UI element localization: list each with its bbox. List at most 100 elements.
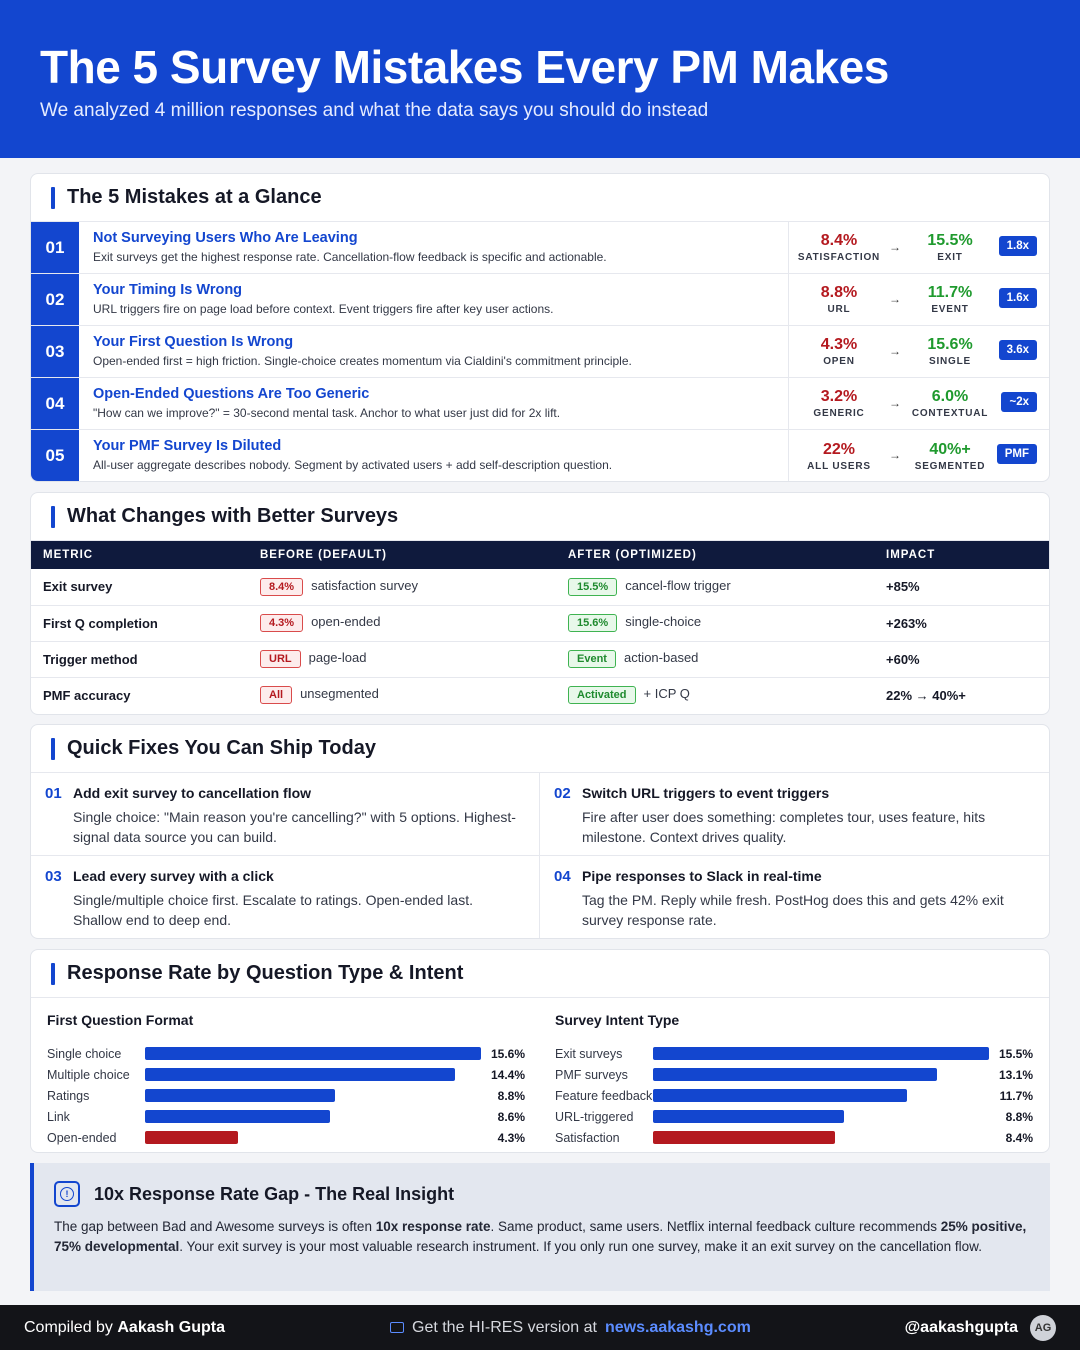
insight-bold-1: 10x response rate xyxy=(375,1219,491,1234)
before-value: 22% xyxy=(822,440,856,458)
arrow-right-icon: → xyxy=(889,448,901,462)
insight-text-2: . Same product, same users. Netflix inte… xyxy=(490,1219,941,1234)
bar-row: Feature feedback 11.7% xyxy=(555,1085,1033,1106)
bar-value: 8.4% xyxy=(1005,1130,1033,1145)
bar-row: Open-ended 4.3% xyxy=(47,1127,525,1148)
bar-value: 4.3% xyxy=(497,1130,525,1145)
bar-value: 13.1% xyxy=(998,1067,1033,1082)
response-card-header: Response Rate by Question Type & Intent xyxy=(31,950,1049,998)
mistake-stats: 8.8% URL → 11.7% EVENT 1.6x xyxy=(789,274,1049,325)
bar-row: Satisfaction 8.4% xyxy=(555,1127,1033,1148)
info-icon: ! xyxy=(54,1181,80,1207)
before-value: 8.4% xyxy=(820,232,858,249)
table-row: Exit survey 8.4% satisfaction survey 15.5% c… xyxy=(31,569,1049,606)
fix-content: Add exit survey to cancellation flow Sing… xyxy=(73,785,525,845)
insight-text-3: . Your exit survey is your most valuable… xyxy=(179,1239,982,1254)
multiplier-badge: 1.6x xyxy=(998,288,1037,308)
fix-number: 03 xyxy=(45,868,62,885)
mistake-number: 03 xyxy=(31,326,79,377)
mistake-body: Open-Ended Questions Are Too Generic "How… xyxy=(79,378,789,429)
bar-track xyxy=(653,1047,989,1060)
hires-line: Get the HI-RES version at news.aakashg.c… xyxy=(390,1319,751,1337)
multiplier-badge: ~2x xyxy=(1001,392,1037,412)
bar-track xyxy=(653,1068,989,1081)
before-stat: 8.4% SATISFACTION xyxy=(794,232,884,263)
after-cell: Activated + ICP Q xyxy=(556,677,874,713)
after-stat: 6.0% CONTEXTUAL xyxy=(905,388,995,419)
fix-title: Lead every survey with a click xyxy=(73,868,274,884)
mail-icon xyxy=(390,1322,404,1333)
bar xyxy=(653,1131,835,1144)
fix-content: Switch URL triggers to event triggers Fir… xyxy=(582,785,1035,845)
mistake-title: Open-Ended Questions Are Too Generic xyxy=(93,386,370,402)
changes-card-header: What Changes with Better Surveys xyxy=(31,493,1049,541)
mistake-row: 03 Your First Question Is Wrong Open-ended… xyxy=(31,326,1049,378)
bar-label: PMF surveys xyxy=(555,1067,628,1082)
bar-row: Exit surveys 15.5% xyxy=(555,1043,1033,1064)
author-name: Aakash Gupta xyxy=(117,1318,225,1336)
after-stat: 15.6% SINGLE xyxy=(905,336,995,367)
mistake-number: 05 xyxy=(31,430,79,481)
bar-label: Open-ended xyxy=(47,1130,117,1145)
col-metric: METRIC xyxy=(31,541,248,569)
accent-bar xyxy=(51,505,55,528)
bar-track xyxy=(145,1131,481,1144)
after-pill: 15.5% xyxy=(568,577,618,596)
fix-content: Pipe responses to Slack in real-time Tag … xyxy=(582,868,1035,928)
bar-row: Ratings 8.8% xyxy=(47,1085,525,1106)
after-label: SEGMENTED xyxy=(914,460,986,472)
after-pill: Activated xyxy=(568,686,636,705)
before-pill: 8.4% xyxy=(260,577,304,596)
before-cell: URL page-load xyxy=(248,641,556,678)
after-value: 6.0% xyxy=(931,388,969,405)
changes-card: What Changes with Better Surveys METRIC … xyxy=(30,492,1050,715)
fix-item: 01 Add exit survey to cancellation flow Si… xyxy=(31,773,540,856)
bar-track xyxy=(145,1110,481,1123)
bar xyxy=(145,1110,330,1123)
newsletter-link[interactable]: news.aakashg.com xyxy=(604,1318,751,1336)
bar-value: 11.7% xyxy=(999,1088,1033,1103)
fix-content: Lead every survey with a click Single/mul… xyxy=(73,868,525,928)
mistake-stats: 4.3% OPEN → 15.6% SINGLE 3.6x xyxy=(789,326,1049,377)
bar xyxy=(653,1068,937,1081)
bar-label: Single choice xyxy=(47,1046,122,1061)
bar-track xyxy=(653,1089,989,1102)
bar-value: 15.6% xyxy=(490,1046,525,1061)
before-pill: All xyxy=(260,686,293,705)
metric-cell: First Q completion xyxy=(31,605,248,642)
bar-value: 8.8% xyxy=(497,1088,525,1103)
mistake-row: 02 Your Timing Is Wrong URL triggers fire … xyxy=(31,274,1049,326)
compiled-by: Compiled by Aakash Gupta xyxy=(24,1319,225,1337)
bar-label: Ratings xyxy=(47,1088,90,1103)
after-pill: 15.6% xyxy=(568,614,618,632)
mistake-list: 01 Not Surveying Users Who Are Leaving Exi… xyxy=(31,222,1049,481)
impact-cell: +60% xyxy=(874,641,1049,678)
after-text: single-choice xyxy=(625,614,702,629)
social-handle[interactable]: @aakashgupta xyxy=(904,1318,1018,1336)
mistake-row: 05 Your PMF Survey Is Diluted All-user agg… xyxy=(31,430,1049,481)
fix-item: 02 Switch URL triggers to event triggers F… xyxy=(540,773,1049,856)
mistake-desc: Open-ended first = high friction. Single… xyxy=(93,354,632,368)
after-text: + ICP Q xyxy=(643,686,690,702)
chart-title: Survey Intent Type xyxy=(555,1012,680,1028)
insight-bold-2: 25% positive, 75% developmental xyxy=(54,1219,1027,1254)
mistake-body: Not Surveying Users Who Are Leaving Exit … xyxy=(79,222,789,273)
metric-cell: Trigger method xyxy=(31,641,248,678)
mistake-stats: 3.2% GENERIC → 6.0% CONTEXTUAL ~2x xyxy=(789,378,1049,429)
mistakes-card: The 5 Mistakes at a Glance 01 Not Surveyi… xyxy=(30,173,1050,482)
mistake-title: Your Timing Is Wrong xyxy=(93,282,243,298)
arrow-right-icon: → xyxy=(889,344,901,358)
impact-cell: 22% → 40%+ xyxy=(886,687,966,703)
before-value: 8.8% xyxy=(820,284,858,301)
mistake-number: 01 xyxy=(31,222,79,273)
mistake-stats: 22% ALL USERS → 40%+ SEGMENTED PMF xyxy=(789,430,1049,481)
before-stat: 4.3% OPEN xyxy=(794,336,884,367)
bar-label: Satisfaction xyxy=(555,1130,620,1145)
bar-label: Exit surveys xyxy=(555,1046,623,1061)
compiled-prefix: Compiled by xyxy=(24,1318,118,1336)
bar-label: URL-triggered xyxy=(555,1109,634,1124)
page-subtitle: We analyzed 4 million responses and what… xyxy=(40,100,709,121)
fix-item: 04 Pipe responses to Slack in real-time Ta… xyxy=(540,856,1049,938)
changes-table: METRIC BEFORE (DEFAULT) AFTER (OPTIMIZED… xyxy=(31,541,1049,713)
response-title: Response Rate by Question Type & Intent xyxy=(67,962,464,984)
